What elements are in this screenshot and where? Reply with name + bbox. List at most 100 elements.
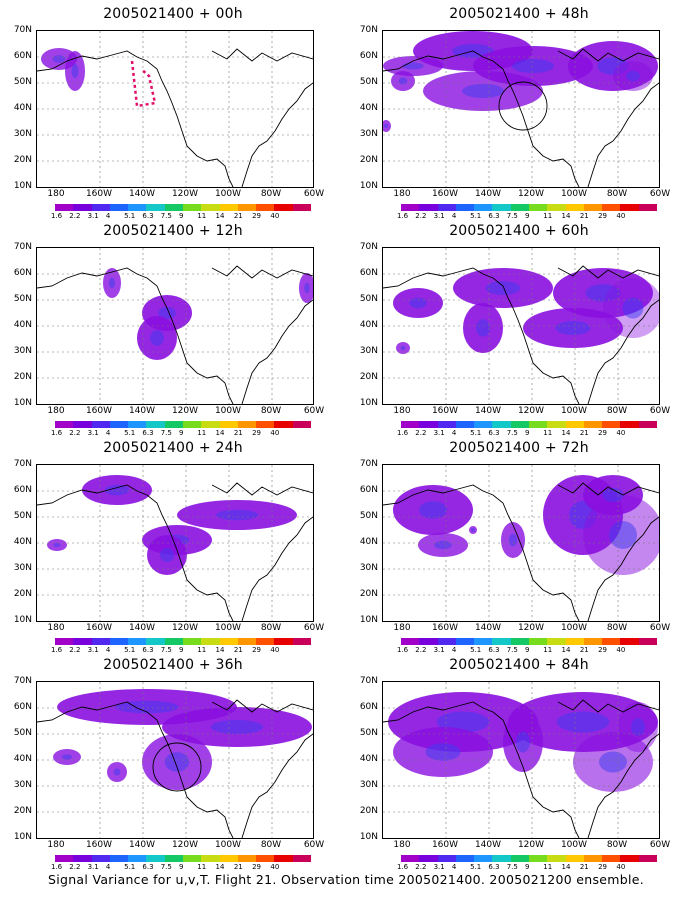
colorbar-swatch (638, 855, 657, 862)
colorbar-label: 1.6 (51, 646, 63, 654)
variance-core (462, 84, 504, 98)
colorbar-label: 9 (178, 212, 184, 220)
colorbar-label: 21 (579, 863, 589, 871)
colorbar-swatch (128, 855, 147, 862)
map-panel: 2005021400 + 36h 70N 60N 50N 40N 30N 20N 10N 180… (0, 651, 346, 871)
colorbar-swatch (292, 855, 311, 862)
variance-core (398, 77, 408, 85)
lon-label: 80W (606, 406, 628, 416)
lon-label: 60W (649, 840, 671, 850)
lat-label: 10N (13, 832, 32, 842)
colorbar-swatch (437, 638, 456, 645)
lon-label: 120W (517, 189, 545, 199)
colorbar-label: 11 (197, 646, 207, 654)
colorbar-label: 6.3 (488, 212, 500, 220)
colorbar-label: 14 (215, 429, 225, 437)
colorbar-swatch (602, 638, 621, 645)
colorbar-label: 1.6 (397, 212, 409, 220)
colorbar-label: 40 (616, 429, 626, 437)
lat-label: 60N (13, 268, 32, 278)
coastline (383, 265, 659, 404)
colorbar-label: 40 (616, 646, 626, 654)
colorbar-label: 3.1 (87, 429, 99, 437)
colorbar-swatch (474, 421, 493, 428)
colorbar-swatch (510, 638, 529, 645)
lon-label: 80W (606, 840, 628, 850)
map-area (36, 30, 314, 188)
colorbar-swatch (528, 204, 548, 211)
colorbar-swatch (528, 421, 548, 428)
lat-label: 40N (359, 754, 378, 764)
colorbar-label: 2.2 (415, 646, 427, 654)
variance-core (485, 281, 521, 295)
colorbar-label: 11 (543, 212, 553, 220)
colorbar-swatch (474, 204, 493, 211)
panel-title: 2005021400 + 60h (449, 223, 589, 239)
colorbar-swatch (91, 421, 110, 428)
colorbar-swatch (182, 638, 202, 645)
colorbar-label: 5.1 (124, 863, 136, 871)
colorbar-swatch (73, 638, 92, 645)
lat-label: 70N (359, 459, 378, 469)
map-panel: 2005021400 + 12h 70N 60N 50N 40N 30N 20N 10N 180… (0, 217, 346, 437)
colorbar-swatch (638, 638, 657, 645)
variance-core (108, 277, 116, 289)
colorbar-swatch (602, 855, 621, 862)
lon-label: 160W (431, 840, 459, 850)
lat-label: 10N (13, 615, 32, 625)
lon-label: 160W (431, 189, 459, 199)
variance-core (400, 345, 406, 351)
colorbar-swatch (274, 204, 293, 211)
colorbar-swatch (91, 638, 110, 645)
colorbar-label: 6.3 (142, 646, 154, 654)
lat-label: 40N (13, 320, 32, 330)
colorbar-swatch (583, 421, 603, 428)
lon-label: 180 (393, 189, 411, 199)
colorbar-swatch (164, 855, 183, 862)
lat-label: 50N (13, 294, 32, 304)
colorbar-swatch (164, 421, 183, 428)
colorbar-label: 7.5 (506, 212, 518, 220)
colorbar (55, 204, 311, 211)
colorbar-label: 2.2 (69, 429, 81, 437)
colorbar-label: 5.1 (124, 646, 136, 654)
colorbar-label: 2.2 (69, 646, 81, 654)
lat-label: 50N (359, 511, 378, 521)
lon-label: 100W (214, 189, 242, 199)
colorbar-label: 7.5 (160, 863, 172, 871)
lat-label: 30N (359, 346, 378, 356)
lat-label: 10N (359, 398, 378, 408)
lon-label: 160W (85, 623, 113, 633)
coastline (383, 48, 659, 187)
map-svg (37, 31, 313, 187)
lat-label: 70N (13, 676, 32, 686)
colorbar-swatch (401, 855, 420, 862)
colorbar-label: 29 (252, 212, 262, 220)
lat-label: 30N (359, 780, 378, 790)
panel-title: 2005021400 + 00h (103, 6, 243, 22)
variance-core (115, 700, 179, 714)
lon-label: 120W (171, 189, 199, 199)
colorbar-label: 7.5 (506, 646, 518, 654)
colorbar-label: 7.5 (160, 429, 172, 437)
coastline (37, 699, 313, 838)
coastline (37, 48, 313, 187)
colorbar-swatch (182, 855, 202, 862)
lon-label: 100W (214, 406, 242, 416)
variance-core (512, 59, 554, 73)
colorbar-swatch (401, 638, 420, 645)
map-area (382, 30, 660, 188)
colorbar-label: 14 (561, 429, 571, 437)
panel-title: 2005021400 + 48h (449, 6, 589, 22)
lat-label: 70N (359, 25, 378, 35)
colorbar-label: 1.6 (397, 863, 409, 871)
colorbar-swatch (419, 204, 438, 211)
variance-core (384, 123, 388, 129)
colorbar-swatch (583, 204, 603, 211)
lat-label: 40N (13, 537, 32, 547)
colorbar-label: 21 (233, 863, 243, 871)
colorbar-swatch (219, 638, 238, 645)
lat-label: 20N (13, 372, 32, 382)
colorbar-label: 1.6 (51, 429, 63, 437)
lat-label: 20N (359, 589, 378, 599)
